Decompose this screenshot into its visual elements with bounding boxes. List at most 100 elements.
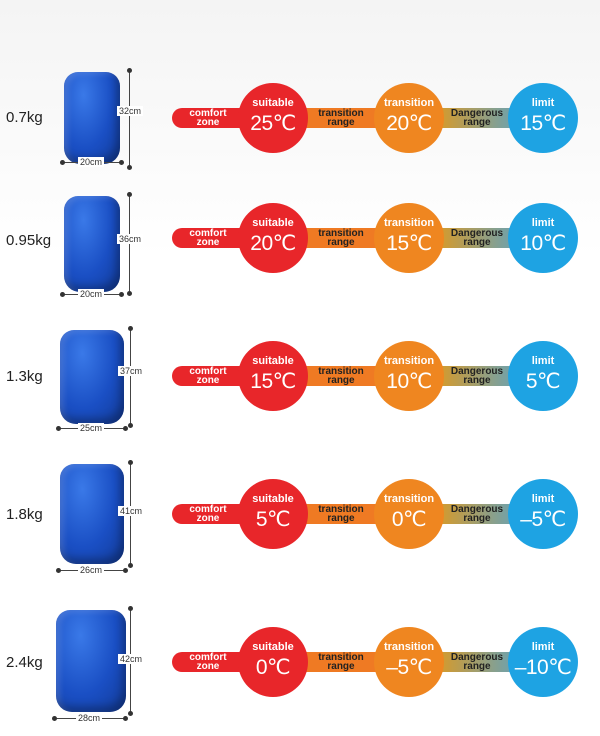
- transition-title: transition: [383, 96, 435, 109]
- sleeping-bag-icon: [64, 196, 120, 292]
- transition-title: transition: [383, 216, 435, 229]
- limit-temp: 10℃: [520, 231, 566, 255]
- sleeping-bag-icon: [64, 72, 120, 164]
- weight-label: 0.95kg: [6, 232, 52, 249]
- limit-temp: 5℃: [525, 369, 561, 393]
- limit-circle: limit 15℃: [508, 83, 578, 153]
- transition-range-label: transition range: [318, 108, 364, 128]
- sleeping-bag-icon: [56, 610, 126, 712]
- weight-label: 1.3kg: [6, 368, 43, 385]
- limit-circle: limit –5℃: [508, 479, 578, 549]
- suitable-temp: 5℃: [255, 507, 291, 531]
- dangerous-range-segment: Dangerous range: [438, 366, 516, 386]
- limit-title: limit: [531, 640, 555, 653]
- dangerous-range-segment: Dangerous range: [438, 228, 516, 248]
- suitable-circle: suitable 20℃: [238, 203, 308, 273]
- dangerous-range-segment: Dangerous range: [438, 652, 516, 672]
- limit-title: limit: [531, 96, 555, 109]
- comfort-zone-label: comfort zone: [189, 366, 227, 386]
- transition-range-segment: transition range: [300, 108, 382, 128]
- limit-circle: limit 5℃: [508, 341, 578, 411]
- height-label: 42cm: [118, 654, 145, 664]
- transition-temp: 0℃: [391, 507, 427, 531]
- width-label: 20cm: [78, 289, 105, 299]
- transition-temp: –5℃: [386, 655, 432, 679]
- transition-range-segment: transition range: [300, 652, 382, 672]
- limit-temp: –5℃: [520, 507, 566, 531]
- transition-range-label: transition range: [318, 366, 364, 386]
- suitable-title: suitable: [252, 640, 294, 653]
- suitable-temp: 20℃: [250, 231, 296, 255]
- dangerous-range-label: Dangerous range: [450, 108, 504, 128]
- comfort-zone-segment: comfort zone: [172, 108, 244, 128]
- transition-temp: 20℃: [386, 111, 432, 135]
- size-row-1.3kg: 1.3kg 37cm 25cm comfort zone transition ra…: [0, 318, 600, 458]
- comfort-zone-segment: comfort zone: [172, 504, 244, 524]
- transition-temp: 10℃: [386, 369, 432, 393]
- comfort-zone-segment: comfort zone: [172, 652, 244, 672]
- weight-label: 1.8kg: [6, 506, 43, 523]
- comfort-zone-segment: comfort zone: [172, 366, 244, 386]
- limit-circle: limit 10℃: [508, 203, 578, 273]
- weight-label: 2.4kg: [6, 654, 43, 671]
- comfort-zone-label: comfort zone: [189, 504, 227, 524]
- limit-title: limit: [531, 492, 555, 505]
- dangerous-range-segment: Dangerous range: [438, 108, 516, 128]
- dangerous-range-segment: Dangerous range: [438, 504, 516, 524]
- weight-label: 0.7kg: [6, 109, 43, 126]
- size-row-0.95kg: 0.95kg 36cm 20cm comfort zone transition r…: [0, 180, 600, 320]
- transition-range-label: transition range: [318, 504, 364, 524]
- transition-range-label: transition range: [318, 228, 364, 248]
- comfort-zone-label: comfort zone: [189, 108, 227, 128]
- transition-title: transition: [383, 354, 435, 367]
- transition-range-segment: transition range: [300, 366, 382, 386]
- sleeping-bag-icon: [60, 464, 124, 564]
- suitable-circle: suitable 15℃: [238, 341, 308, 411]
- limit-title: limit: [531, 354, 555, 367]
- transition-circle: transition 20℃: [374, 83, 444, 153]
- width-label: 20cm: [78, 157, 105, 167]
- dangerous-range-label: Dangerous range: [450, 652, 504, 672]
- height-dimension-line: [127, 68, 132, 170]
- limit-title: limit: [531, 216, 555, 229]
- suitable-title: suitable: [252, 354, 294, 367]
- transition-temp: 15℃: [386, 231, 432, 255]
- height-label: 37cm: [118, 366, 145, 376]
- limit-temp: 15℃: [520, 111, 566, 135]
- transition-circle: transition 10℃: [374, 341, 444, 411]
- comfort-zone-segment: comfort zone: [172, 228, 244, 248]
- dangerous-range-label: Dangerous range: [450, 504, 504, 524]
- transition-range-segment: transition range: [300, 504, 382, 524]
- suitable-title: suitable: [252, 96, 294, 109]
- transition-title: transition: [383, 640, 435, 653]
- transition-title: transition: [383, 492, 435, 505]
- height-dimension-line: [128, 326, 133, 428]
- height-label: 41cm: [118, 506, 145, 516]
- suitable-title: suitable: [252, 216, 294, 229]
- size-row-1.8kg: 1.8kg 41cm 26cm comfort zone transition ra…: [0, 456, 600, 596]
- dangerous-range-label: Dangerous range: [450, 366, 504, 386]
- suitable-temp: 15℃: [250, 369, 296, 393]
- suitable-title: suitable: [252, 492, 294, 505]
- transition-range-label: transition range: [318, 652, 364, 672]
- height-dimension-line: [127, 192, 132, 296]
- limit-circle: limit –10℃: [508, 627, 578, 697]
- height-label: 36cm: [117, 234, 144, 244]
- comfort-zone-label: comfort zone: [189, 228, 227, 248]
- limit-temp: –10℃: [514, 655, 572, 679]
- suitable-circle: suitable 0℃: [238, 627, 308, 697]
- suitable-temp: 0℃: [255, 655, 291, 679]
- size-row-0.7kg: 0.7kg 32cm 20cm comfort zone transition ra…: [0, 60, 600, 200]
- suitable-circle: suitable 25℃: [238, 83, 308, 153]
- comfort-zone-label: comfort zone: [189, 652, 227, 672]
- suitable-circle: suitable 5℃: [238, 479, 308, 549]
- width-label: 28cm: [76, 713, 103, 723]
- transition-circle: transition 15℃: [374, 203, 444, 273]
- suitable-temp: 25℃: [250, 111, 296, 135]
- transition-circle: transition –5℃: [374, 627, 444, 697]
- width-label: 25cm: [78, 423, 105, 433]
- dangerous-range-label: Dangerous range: [450, 228, 504, 248]
- transition-circle: transition 0℃: [374, 479, 444, 549]
- transition-range-segment: transition range: [300, 228, 382, 248]
- height-label: 32cm: [117, 106, 144, 116]
